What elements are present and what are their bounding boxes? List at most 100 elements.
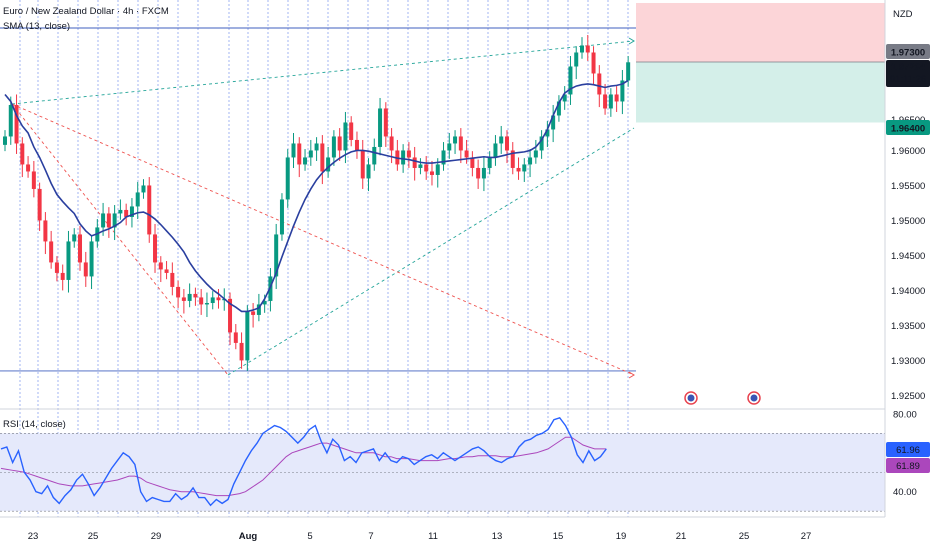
candle (626, 55, 631, 87)
candle (112, 205, 117, 241)
candle-body (493, 143, 498, 158)
candle-body (383, 108, 388, 137)
candle (418, 158, 423, 175)
y-tick-label: 1.95000 (891, 216, 925, 227)
y-tick-label: 1.93500 (891, 321, 925, 332)
x-tick-label: 5 (307, 531, 312, 542)
rsi-ma-tag: 61.89 (896, 461, 920, 472)
x-tick-label: Aug (239, 531, 258, 542)
target-price-tag: 1.97300 (891, 48, 925, 59)
candle-body (153, 234, 158, 263)
position-zones (636, 3, 885, 123)
drop-trendline (11, 103, 229, 376)
candle (395, 139, 400, 171)
candle-body (406, 150, 411, 158)
candle-body (487, 157, 492, 168)
candle-body (343, 122, 348, 151)
stop-price-tag: 1.96400 (891, 124, 925, 135)
candle (106, 207, 111, 238)
candle-body (458, 136, 463, 151)
candle (349, 116, 354, 147)
lower-trendline (227, 127, 635, 376)
candle (314, 137, 319, 161)
candle (147, 177, 152, 243)
candle (528, 149, 533, 178)
sma-13-line (4, 79, 629, 313)
candle (476, 159, 481, 189)
candle-body (389, 136, 394, 151)
candle-body (285, 157, 290, 200)
candle (608, 88, 613, 117)
candle-body (83, 262, 88, 277)
rsi-legend[interactable]: RSI (14, close) (3, 419, 66, 430)
candle-body (591, 52, 596, 74)
candle-body (66, 241, 71, 280)
candle-body (378, 108, 383, 147)
candle (303, 149, 308, 171)
candle (326, 146, 331, 178)
loss-zone (636, 3, 885, 63)
x-tick-label: 11 (428, 531, 438, 542)
candle-body (424, 164, 429, 172)
currency-label[interactable]: NZD (893, 9, 913, 20)
candle-body (314, 143, 319, 151)
trend-drawings (0, 27, 761, 405)
event-icon (684, 391, 698, 405)
rsi-y-tick-label: 40.00 (893, 487, 917, 498)
candle (510, 142, 515, 175)
current-price-tag-sub: 01:11:26 (890, 74, 926, 85)
candle (26, 156, 31, 178)
candle (481, 157, 486, 192)
rsi-panel (0, 416, 885, 512)
candle-body (49, 241, 54, 263)
event-icon-dot (750, 394, 758, 402)
candle (124, 203, 129, 226)
candle (447, 132, 452, 159)
x-tick-label: 25 (739, 531, 750, 542)
candle (20, 137, 25, 178)
candle-body (470, 157, 475, 168)
symbol-title[interactable]: Euro / New Zealand Dollar · 4h · FXCM (3, 6, 169, 17)
candle (216, 289, 221, 309)
candle-body (3, 136, 7, 145)
candle (539, 130, 544, 159)
candle (43, 212, 48, 255)
candle (199, 289, 204, 315)
candle-body (608, 94, 613, 109)
y-tick-label: 1.93000 (891, 356, 925, 367)
candle (66, 230, 71, 293)
candles (3, 34, 631, 371)
candle (487, 151, 492, 175)
target-price-tag-bg (886, 44, 930, 59)
candle-body (135, 192, 140, 207)
time-axis-bg (0, 517, 932, 550)
grid (0, 0, 885, 517)
candle-body (447, 143, 452, 151)
rsi-value-tag: 61.96 (896, 445, 920, 456)
candle (54, 256, 59, 282)
candle-body (176, 286, 181, 298)
candle-body (366, 164, 371, 179)
candle-body (418, 164, 423, 168)
candle-body (476, 167, 481, 179)
candle-body (326, 157, 331, 172)
candle (499, 125, 504, 154)
candle (49, 230, 54, 269)
candle (378, 97, 383, 156)
candle-body (435, 164, 440, 175)
candle-body (522, 164, 527, 172)
candle-body (164, 269, 169, 273)
candle-body (210, 297, 215, 304)
x-tick-label: 25 (88, 531, 99, 542)
candle-body (216, 297, 221, 301)
x-tick-label: 13 (492, 531, 503, 542)
candle-body (626, 62, 631, 81)
sma-legend[interactable]: SMA (13, close) (3, 21, 71, 32)
candle (591, 46, 596, 84)
x-tick-label: 19 (616, 531, 627, 542)
candle-body (106, 213, 111, 228)
candle-body (89, 241, 94, 277)
candle-body (256, 304, 261, 315)
candle (366, 158, 371, 192)
